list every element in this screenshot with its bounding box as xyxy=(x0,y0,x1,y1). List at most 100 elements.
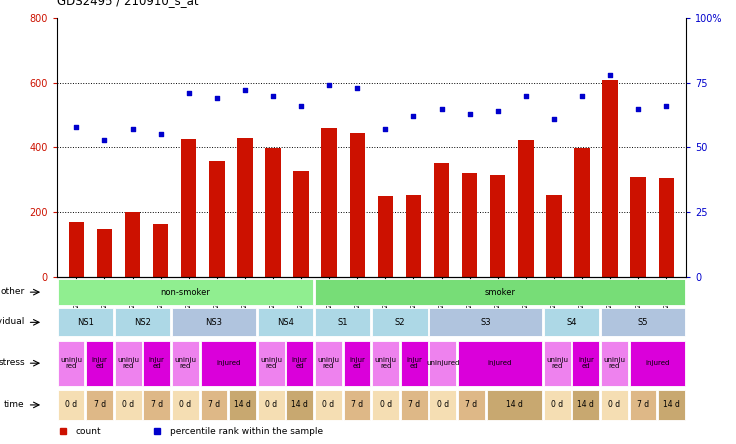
Bar xyxy=(372,341,399,386)
Bar xyxy=(172,341,199,386)
Text: injured: injured xyxy=(645,360,670,366)
Bar xyxy=(181,139,197,277)
Point xyxy=(380,126,392,133)
Text: 0 d: 0 d xyxy=(180,400,191,409)
Text: 7 d: 7 d xyxy=(208,400,220,409)
Bar xyxy=(57,390,85,420)
Bar xyxy=(57,279,314,305)
Bar xyxy=(68,222,84,277)
Bar xyxy=(57,341,85,386)
Text: 7 d: 7 d xyxy=(408,400,420,409)
Bar xyxy=(544,341,570,386)
Text: 0 d: 0 d xyxy=(322,400,334,409)
Text: 14 d: 14 d xyxy=(578,400,594,409)
Bar xyxy=(125,212,141,277)
Point xyxy=(351,84,363,91)
Point xyxy=(127,126,138,133)
Bar xyxy=(286,341,314,386)
Bar xyxy=(659,178,674,277)
Bar xyxy=(602,80,618,277)
Bar xyxy=(629,390,657,420)
Bar xyxy=(200,341,256,386)
Text: 0 d: 0 d xyxy=(436,400,449,409)
Text: stress: stress xyxy=(0,358,25,367)
Point xyxy=(576,92,588,99)
Text: 7 d: 7 d xyxy=(465,400,478,409)
Text: smoker: smoker xyxy=(484,288,515,297)
Point xyxy=(632,105,644,112)
Bar xyxy=(372,390,399,420)
Point xyxy=(323,82,335,89)
Text: percentile rank within the sample: percentile rank within the sample xyxy=(170,427,323,436)
Point xyxy=(660,103,672,110)
Bar xyxy=(115,309,170,336)
Bar xyxy=(258,341,285,386)
Bar xyxy=(601,341,628,386)
Text: injur
ed: injur ed xyxy=(92,357,107,369)
Bar xyxy=(518,139,534,277)
Bar xyxy=(573,341,599,386)
Point xyxy=(464,110,475,117)
Text: NS2: NS2 xyxy=(134,318,151,327)
Bar xyxy=(378,196,393,277)
Text: non-smoker: non-smoker xyxy=(160,288,210,297)
Bar xyxy=(57,309,113,336)
Bar xyxy=(458,341,542,386)
Bar xyxy=(315,279,685,305)
Bar xyxy=(462,173,478,277)
Bar xyxy=(315,390,342,420)
Bar xyxy=(434,163,449,277)
Text: uninju
red: uninju red xyxy=(317,357,339,369)
Text: 7 d: 7 d xyxy=(637,400,649,409)
Text: uninju
red: uninju red xyxy=(174,357,197,369)
Text: other: other xyxy=(1,287,25,296)
Bar xyxy=(322,128,337,277)
Text: 0 d: 0 d xyxy=(65,400,77,409)
Text: individual: individual xyxy=(0,317,25,326)
Bar xyxy=(115,341,141,386)
Bar xyxy=(406,195,421,277)
Bar xyxy=(144,390,170,420)
Bar xyxy=(486,390,542,420)
Text: time: time xyxy=(4,400,25,409)
Text: S1: S1 xyxy=(338,318,348,327)
Bar xyxy=(401,341,428,386)
Bar xyxy=(658,390,685,420)
Text: GDS2495 / 210910_s_at: GDS2495 / 210910_s_at xyxy=(57,0,198,7)
Bar xyxy=(573,390,599,420)
Point xyxy=(492,107,503,115)
Point xyxy=(155,131,166,138)
Text: uninju
red: uninju red xyxy=(261,357,282,369)
Point xyxy=(183,89,194,96)
Text: S4: S4 xyxy=(566,318,577,327)
Bar xyxy=(429,341,456,386)
Bar xyxy=(372,309,428,336)
Bar xyxy=(144,341,170,386)
Point xyxy=(71,123,82,130)
Text: uninju
red: uninju red xyxy=(546,357,568,369)
Text: 7 d: 7 d xyxy=(151,400,163,409)
Text: S2: S2 xyxy=(394,318,405,327)
Bar xyxy=(601,390,628,420)
Bar xyxy=(96,229,112,277)
Text: 0 d: 0 d xyxy=(265,400,277,409)
Text: uninju
red: uninju red xyxy=(60,357,82,369)
Point xyxy=(211,95,223,102)
Bar xyxy=(209,161,224,277)
Point xyxy=(436,105,447,112)
Bar xyxy=(546,195,562,277)
Text: 14 d: 14 d xyxy=(506,400,523,409)
Text: 14 d: 14 d xyxy=(663,400,680,409)
Text: 14 d: 14 d xyxy=(291,400,308,409)
Text: uninju
red: uninju red xyxy=(604,357,626,369)
Bar xyxy=(350,134,365,277)
Text: NS4: NS4 xyxy=(277,318,294,327)
Text: injured: injured xyxy=(488,360,512,366)
Bar xyxy=(315,341,342,386)
Bar xyxy=(458,390,485,420)
Text: 0 d: 0 d xyxy=(609,400,620,409)
Text: injur
ed: injur ed xyxy=(292,357,308,369)
Bar xyxy=(429,309,542,336)
Text: injur
ed: injur ed xyxy=(149,357,165,369)
Text: 14 d: 14 d xyxy=(234,400,251,409)
